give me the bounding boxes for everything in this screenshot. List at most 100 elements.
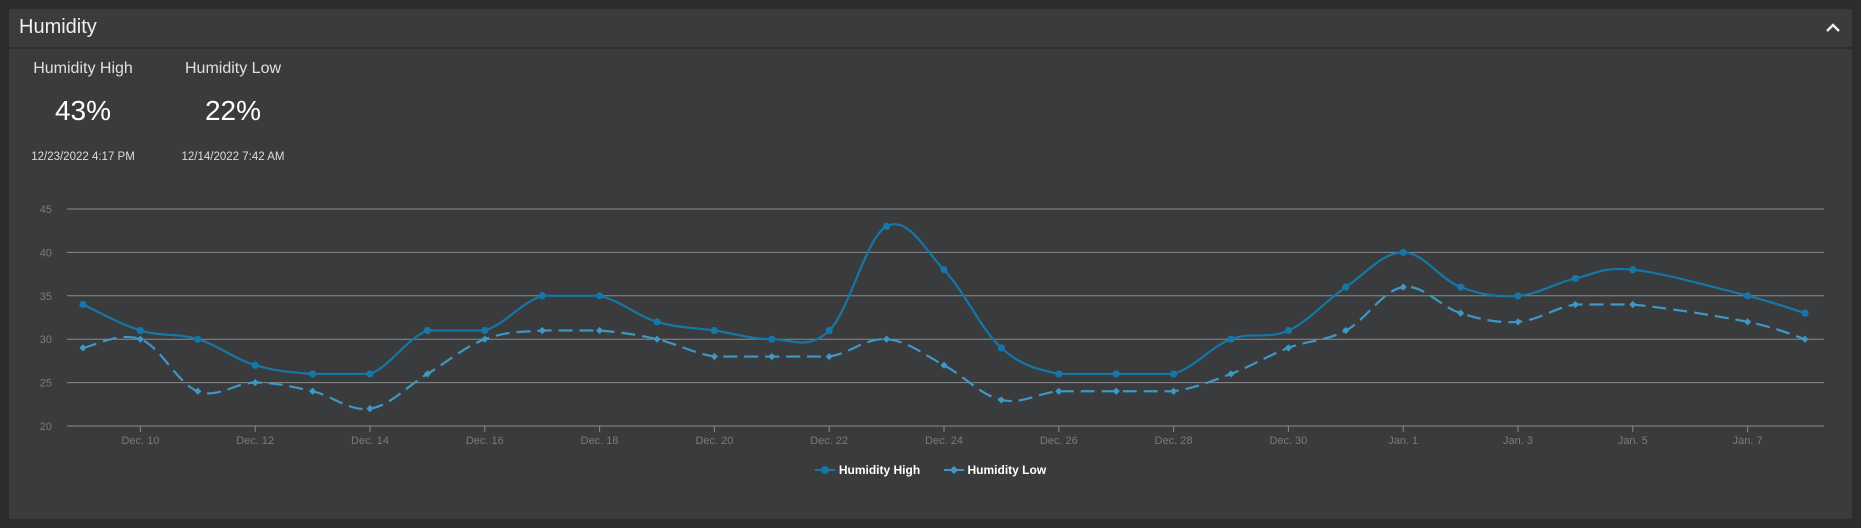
data-point-humidity-high <box>1055 370 1063 378</box>
data-point-humidity-high <box>1342 283 1350 291</box>
legend-swatch-low <box>943 466 964 474</box>
data-point-humidity-low <box>1571 300 1579 309</box>
data-point-humidity-high <box>1571 274 1579 283</box>
legend-item-humidity-high[interactable]: Humidity High <box>814 463 921 477</box>
data-point-humidity-high <box>1801 309 1809 317</box>
data-point-humidity-high <box>940 266 948 274</box>
data-point-humidity-low <box>1055 387 1063 395</box>
data-point-humidity-low <box>1227 370 1235 378</box>
panel-title: Humidity <box>19 16 97 38</box>
y-tick-label: 40 <box>40 247 52 259</box>
x-tick-label: Dec. 26 <box>1040 435 1078 447</box>
data-point-humidity-high <box>481 326 489 335</box>
data-point-humidity-high <box>997 344 1006 352</box>
data-point-humidity-low <box>1112 387 1120 395</box>
data-point-humidity-low <box>136 335 144 343</box>
chevron-up-icon[interactable] <box>1822 17 1844 39</box>
y-tick-label: 30 <box>40 334 52 346</box>
x-tick-label: Dec. 24 <box>925 435 963 447</box>
data-point-humidity-high <box>1227 335 1235 343</box>
data-point-humidity-high <box>825 326 833 335</box>
data-point-humidity-high <box>79 300 87 309</box>
data-point-humidity-low <box>653 335 661 343</box>
x-tick-label: Dec. 30 <box>1269 435 1307 447</box>
data-point-humidity-high <box>1744 292 1752 300</box>
legend-label: Humidity High <box>838 463 921 477</box>
x-tick-label: Dec. 28 <box>1155 435 1193 447</box>
data-point-humidity-high <box>768 335 776 343</box>
data-point-humidity-low <box>997 396 1005 404</box>
x-tick-label: Jan. 5 <box>1618 435 1648 447</box>
data-point-humidity-high <box>596 292 604 300</box>
x-tick-label: Dec. 10 <box>121 435 159 447</box>
x-tick-label: Jan. 1 <box>1388 435 1418 447</box>
data-point-humidity-low <box>596 326 604 335</box>
chart-legend: Humidity High Humidity Low <box>0 463 1861 478</box>
data-point-humidity-low <box>940 361 948 369</box>
data-point-humidity-low <box>1744 318 1752 326</box>
data-point-humidity-high <box>194 335 202 343</box>
data-point-humidity-low <box>481 335 489 343</box>
data-point-humidity-low <box>1629 300 1637 309</box>
data-point-humidity-high <box>1514 292 1522 300</box>
data-point-humidity-high <box>710 326 719 335</box>
data-point-humidity-low <box>1514 318 1522 326</box>
stat-value: 43% <box>54 95 112 126</box>
data-point-humidity-high <box>251 361 259 369</box>
y-tick-label: 25 <box>40 378 52 390</box>
data-point-humidity-high <box>1457 283 1465 291</box>
stat-timestamp: 12/23/2022 4:17 PM <box>31 151 135 163</box>
x-tick-label: Dec. 12 <box>236 435 274 447</box>
x-tick-label: Dec. 22 <box>810 435 848 447</box>
x-tick-label: Dec. 16 <box>466 435 504 447</box>
x-tick-label: Jan. 7 <box>1733 435 1763 447</box>
data-point-humidity-low <box>1801 335 1809 343</box>
data-point-humidity-low <box>538 326 546 335</box>
data-point-humidity-low <box>883 335 891 343</box>
x-tick-label: Dec. 18 <box>581 435 619 447</box>
data-point-humidity-high <box>366 370 374 378</box>
data-point-humidity-low <box>768 352 776 361</box>
data-point-humidity-high <box>423 326 431 335</box>
x-tick-label: Dec. 14 <box>351 435 389 447</box>
x-tick-label: Dec. 20 <box>695 435 733 447</box>
data-point-humidity-high <box>883 222 891 230</box>
x-tick-label: Jan. 3 <box>1503 435 1533 447</box>
stat-label: Humidity Low <box>184 60 282 77</box>
legend-label: Humidity Low <box>967 463 1047 477</box>
data-point-humidity-high <box>1399 248 1407 256</box>
data-point-humidity-low <box>1284 344 1292 352</box>
data-point-humidity-high <box>309 370 317 378</box>
data-point-humidity-low <box>1457 309 1465 317</box>
y-tick-label: 20 <box>40 421 52 433</box>
legend-item-humidity-low[interactable]: Humidity Low <box>943 463 1047 477</box>
panel-header[interactable]: Humidity <box>9 9 1852 49</box>
data-point-humidity-high <box>1170 370 1178 378</box>
stat-humidity-low: Humidity Low 22% 12/14/2022 7:42 AM <box>158 60 308 163</box>
data-point-humidity-low <box>710 352 718 361</box>
data-point-humidity-low <box>1399 283 1407 291</box>
y-tick-label: 45 <box>40 204 52 216</box>
data-point-humidity-low <box>1342 326 1350 335</box>
data-point-humidity-low <box>79 344 87 352</box>
series-line-humidity-high <box>82 223 1806 376</box>
stat-humidity-high: Humidity High 43% 12/23/2022 4:17 PM <box>8 60 158 163</box>
stat-value: 22% <box>204 95 262 126</box>
stat-timestamp: 12/14/2022 7:42 AM <box>181 151 285 163</box>
data-point-humidity-low <box>251 379 259 387</box>
data-point-humidity-low <box>825 352 833 361</box>
y-tick-label: 35 <box>40 291 52 303</box>
data-point-humidity-low <box>423 370 431 378</box>
data-point-humidity-high <box>1629 266 1637 274</box>
data-point-humidity-low <box>1170 387 1178 395</box>
data-point-humidity-high <box>1112 370 1120 378</box>
humidity-panel: Humidity Humidity High 43% 12/23/2022 4:… <box>9 9 1852 519</box>
data-point-humidity-high <box>538 292 546 300</box>
legend-swatch-high <box>814 466 835 474</box>
data-point-humidity-high <box>136 326 144 335</box>
series-line-humidity-low <box>82 285 1806 411</box>
data-point-humidity-low <box>309 387 317 395</box>
stat-label: Humidity High <box>33 60 133 77</box>
data-point-humidity-low <box>366 405 374 413</box>
